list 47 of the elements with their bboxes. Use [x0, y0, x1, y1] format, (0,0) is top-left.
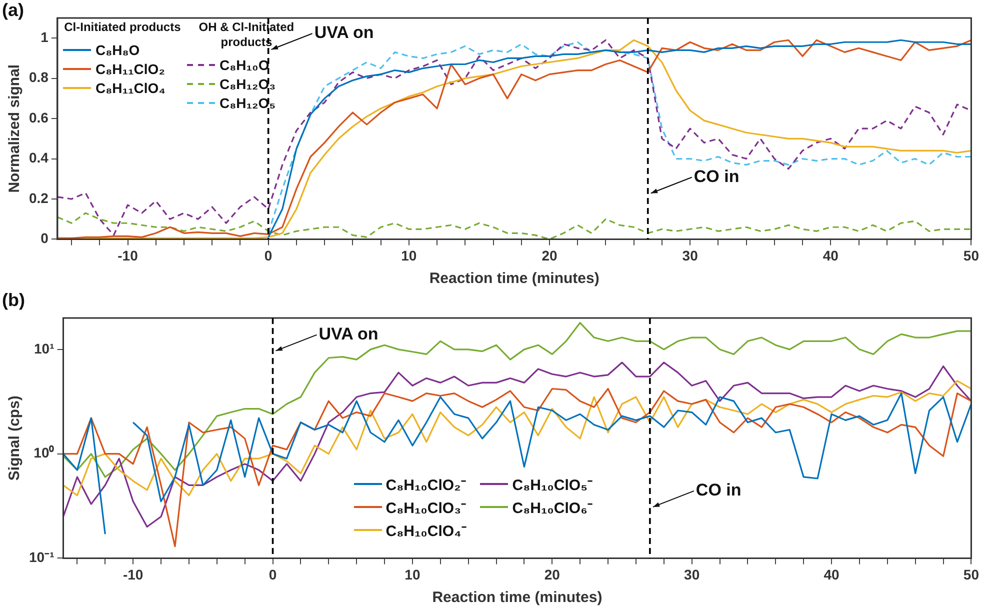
- legend-label: C₈H₁₀O: [219, 57, 270, 73]
- y-tick-label: 1: [40, 28, 49, 45]
- x-tick-label: 30: [682, 247, 698, 264]
- x-tick-label: 50: [963, 247, 980, 264]
- legend-label: C₈H₁₀ClO₃⁻: [386, 499, 466, 518]
- annotation: OH & Cl-Initiated products: [198, 20, 296, 50]
- x-tick-label: 20: [544, 566, 560, 582]
- ref-line-label: UVA on: [318, 324, 378, 344]
- x-tick-label: 0: [264, 247, 272, 264]
- legend-label: C₈H₁₀ClO₆⁻: [512, 499, 592, 518]
- x-axis-title: Reaction time (minutes): [432, 589, 602, 606]
- legend-label: C₈H₁₂O₃: [219, 76, 276, 92]
- annotation: Cl-Initiated products: [63, 20, 182, 35]
- ref-line-label: CO in: [694, 166, 740, 186]
- legend-label: C₈H₁₀ClO₂⁻: [386, 476, 466, 494]
- y-tick-label: 0.4: [28, 150, 49, 166]
- chart-title: (a): [2, 0, 24, 20]
- x-tick-label: 0: [268, 566, 277, 582]
- legend-label: C₈H₁₂O₅: [219, 95, 276, 111]
- ref-line-label: CO in: [696, 480, 742, 500]
- legend-label: C₈H₁₁ClO₂: [95, 61, 165, 77]
- legend-label: C₈H₁₁ClO₄: [95, 80, 166, 96]
- y-tick-label: 0.8: [28, 69, 49, 86]
- chart-title: (b): [2, 290, 25, 310]
- y-tick-label: 0.2: [28, 190, 49, 206]
- y-tick-label: 10⁻¹: [29, 549, 55, 566]
- ref-line-label: UVA on: [314, 23, 374, 42]
- x-tick-label: -10: [122, 566, 144, 582]
- line-series: [57, 212, 972, 240]
- x-tick-label: -10: [118, 247, 138, 264]
- x-tick-label: 40: [824, 566, 840, 582]
- x-tick-label: 30: [684, 566, 700, 582]
- y-axis-title: Normalized signal: [6, 64, 24, 193]
- y-tick-label: 0.6: [28, 109, 49, 126]
- y-axis-title: Signal (cps): [6, 396, 24, 481]
- x-tick-label: 20: [542, 247, 558, 264]
- x-tick-label: 50: [963, 566, 980, 582]
- y-tick-label: 0: [40, 230, 49, 246]
- x-axis-title: Reaction time (minutes): [429, 270, 600, 288]
- legend-label: C₈H₁₀ClO₄⁻: [386, 522, 466, 540]
- x-tick-label: 10: [404, 566, 420, 582]
- y-tick-label: 10¹: [34, 340, 55, 356]
- legend-label: C₈H₈O: [95, 42, 140, 58]
- x-tick-label: 40: [822, 247, 839, 264]
- y-tick-label: 10⁰: [34, 444, 54, 461]
- legend-label: C₈H₁₀ClO₅⁻: [512, 476, 592, 494]
- x-tick-label: 10: [401, 247, 417, 264]
